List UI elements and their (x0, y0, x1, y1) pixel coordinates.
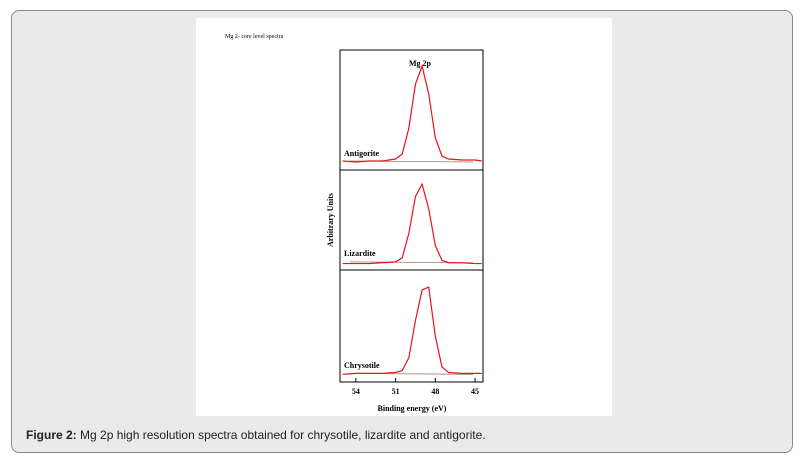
caption: Figure 2: Mg 2p high resolution spectra … (26, 428, 486, 442)
caption-text: Mg 2p high resolution spectra obtained f… (80, 428, 486, 442)
spectrum-line (342, 182, 482, 265)
spectrum-line (342, 63, 482, 163)
caption-label: Figure 2: (26, 428, 77, 442)
plot-frame (339, 49, 484, 383)
series-label: Antigorite (344, 149, 380, 158)
chart-title: Mg 2p (409, 59, 432, 68)
figure-note: Mg 2- core level spectra (225, 34, 284, 40)
x-tick-label: 48 (431, 387, 439, 396)
series-label: Lizardite (344, 249, 376, 258)
x-tick-label: 51 (392, 387, 400, 396)
figure: Mg 2- core level spectra Mg 2p Arbitrary… (196, 18, 612, 416)
spectrum-line (342, 286, 482, 375)
series-label: Chrysotile (344, 361, 380, 370)
x-axis-label: Binding energy (eV) (378, 404, 447, 413)
y-axis-label: Arbitrary Units (326, 193, 335, 247)
x-tick-label: 45 (471, 387, 479, 396)
x-tick-label: 54 (352, 387, 360, 396)
